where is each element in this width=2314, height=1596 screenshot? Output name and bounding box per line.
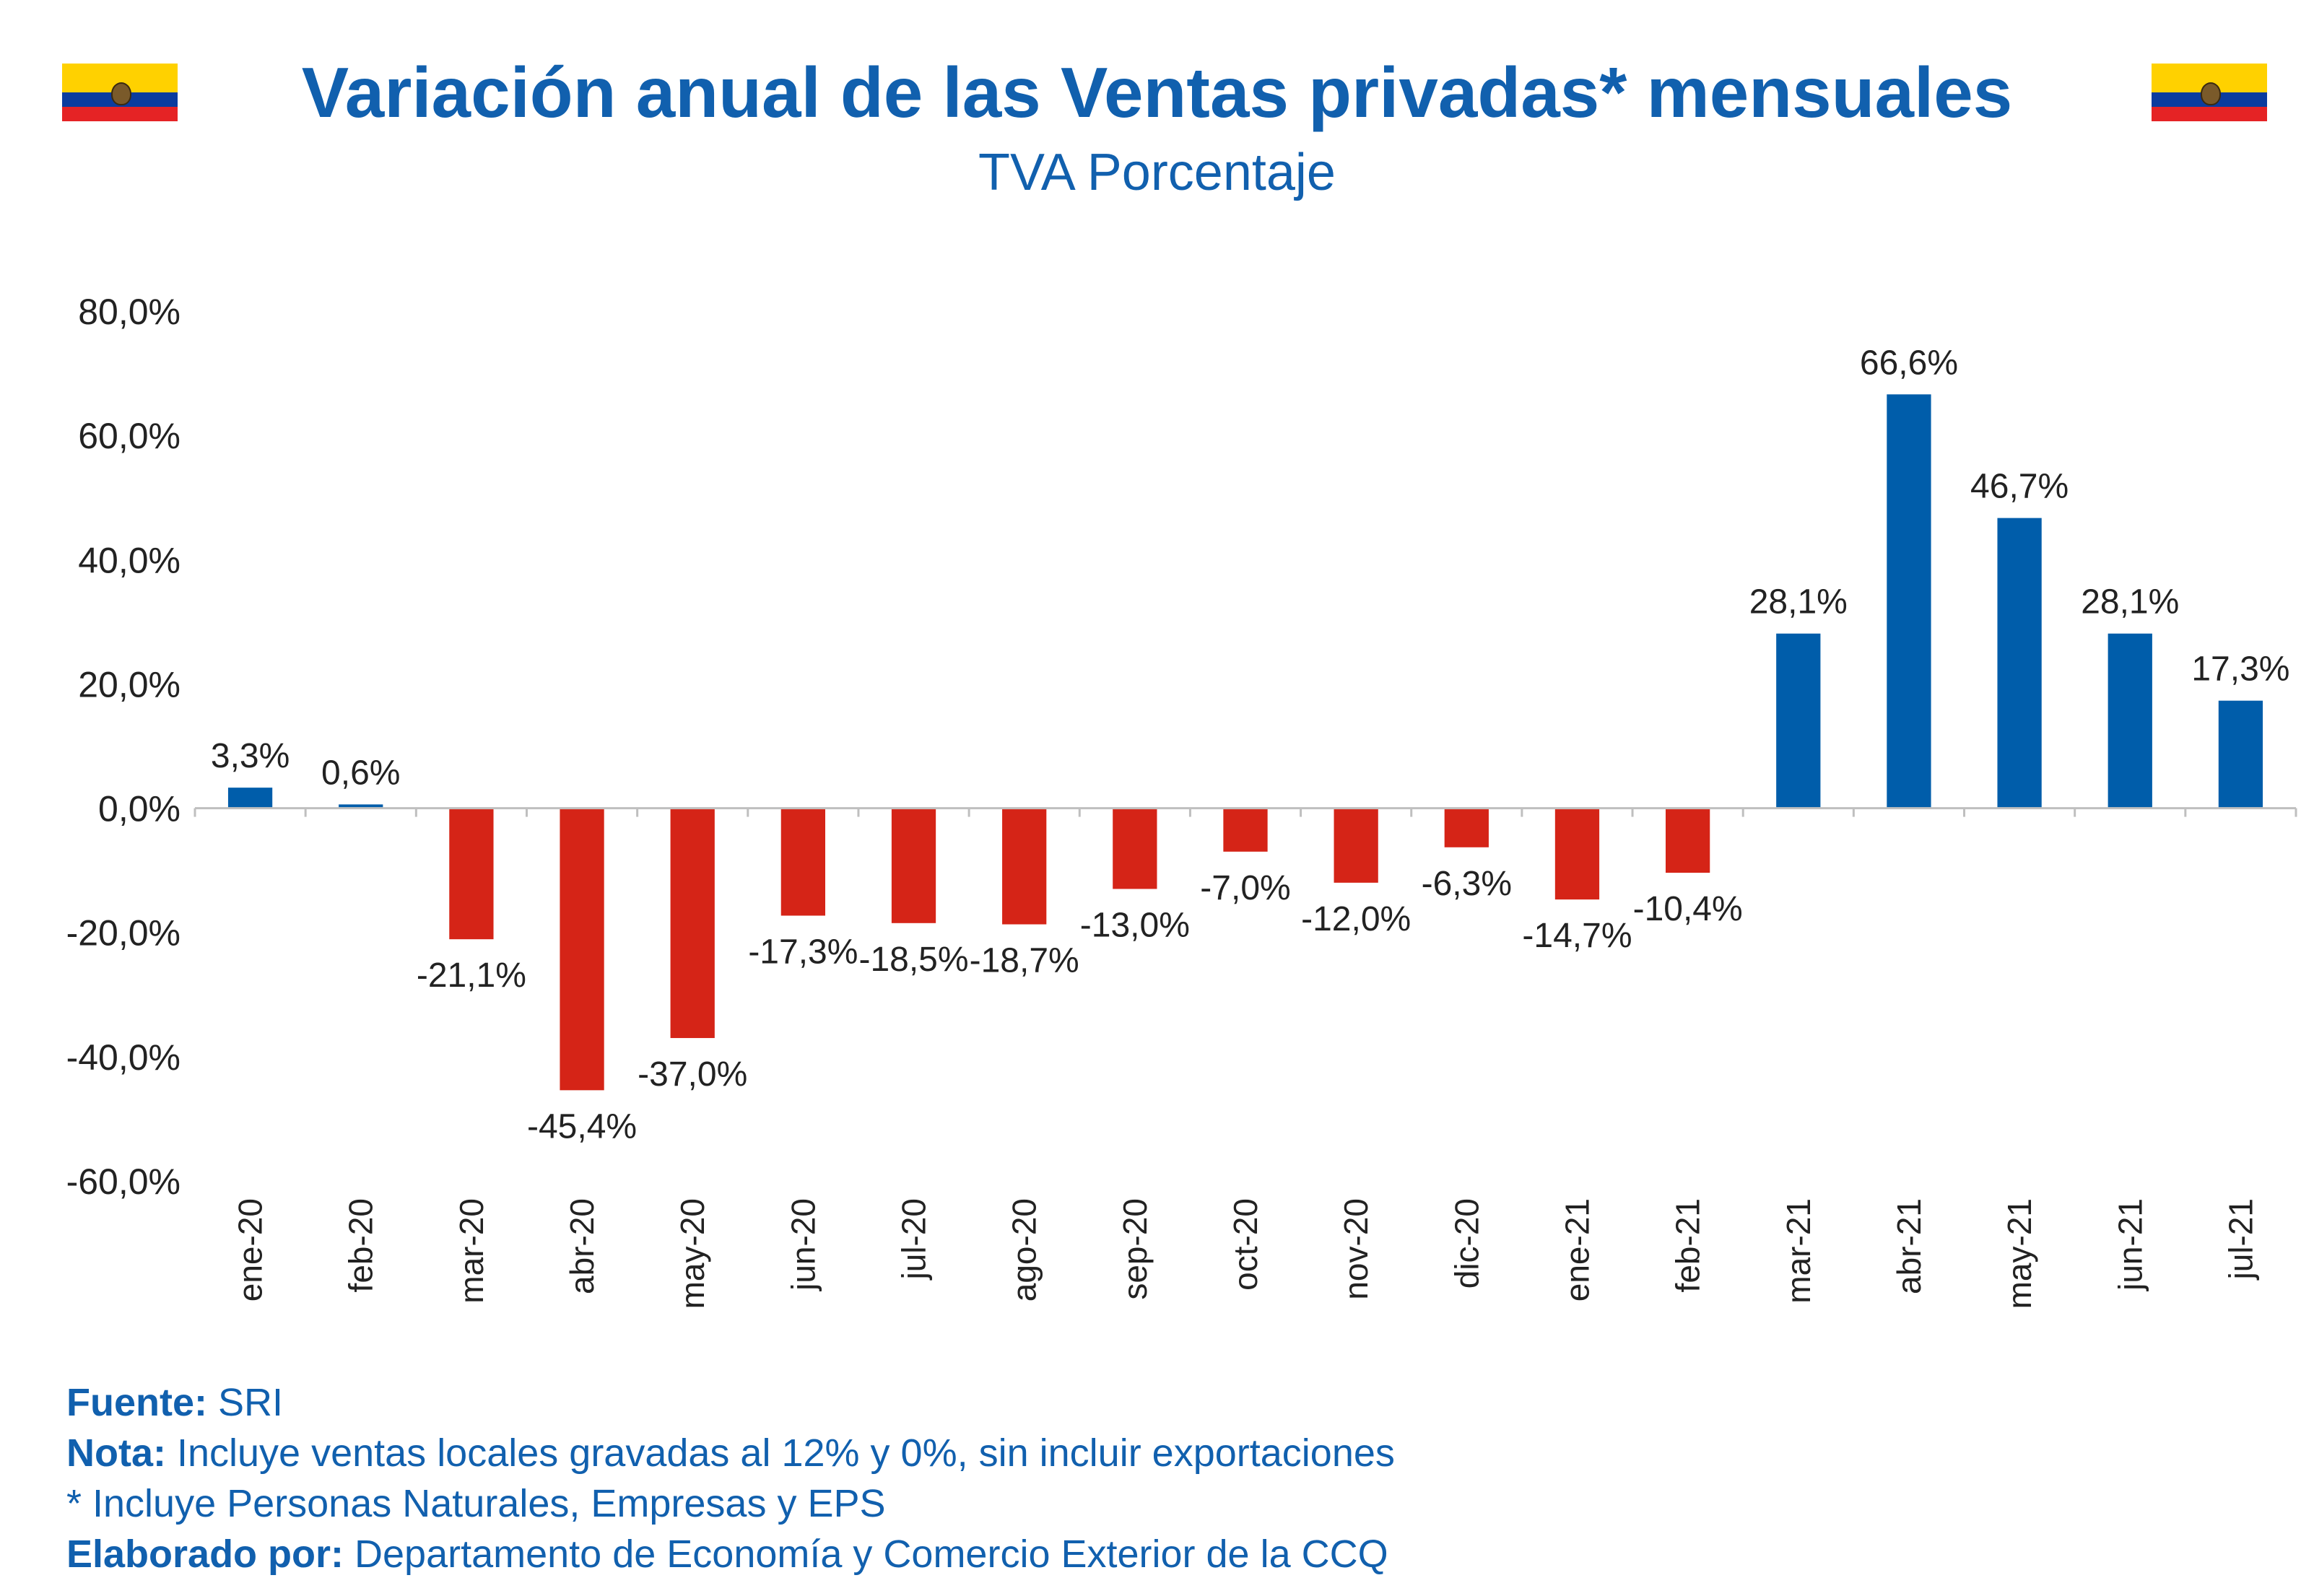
bar (1887, 394, 1931, 808)
bar (560, 808, 604, 1091)
x-tick-label: sep-20 (1116, 1198, 1154, 1300)
x-tick-label: jul-20 (895, 1198, 933, 1281)
bar (1776, 633, 1821, 808)
x-tick-label: abr-20 (563, 1198, 601, 1294)
y-tick-label: 60,0% (78, 416, 180, 456)
bar (1223, 808, 1268, 852)
note-value: Incluye ventas locales gravadas al 12% y… (165, 1431, 1395, 1475)
ecuador-flag-icon-right (2152, 64, 2267, 121)
chart-title: Variación anual de las Ventas privadas* … (301, 53, 2013, 132)
bar (227, 788, 273, 808)
x-tick-label: jun-21 (2111, 1198, 2149, 1292)
bar (1113, 808, 1157, 889)
bar (1444, 808, 1489, 847)
data-label: 3,3% (211, 737, 290, 775)
x-axis-tick-labels: ene-20 feb-20 mar-20 abr-20 may-20 jun-20 jul-… (232, 1198, 2260, 1309)
x-tick-label: mar-21 (1780, 1198, 1817, 1304)
x-tick-label: nov-20 (1337, 1198, 1375, 1300)
note-line: Nota: Incluye ventas locales gravadas al… (66, 1428, 1395, 1478)
bar (891, 808, 936, 923)
y-tick-label: -20,0% (66, 913, 180, 954)
prepared-value: Departamento de Economía y Comercio Exte… (344, 1532, 1388, 1576)
data-label: -37,0% (638, 1055, 747, 1094)
x-tick-label: oct-20 (1227, 1198, 1264, 1291)
bar (1002, 808, 1047, 925)
bar (339, 804, 383, 808)
data-label: -21,1% (417, 956, 526, 995)
x-tick-label: may-20 (674, 1198, 711, 1309)
chart-subtitle: TVA Porcentaje (978, 144, 1336, 201)
data-label: 17,3% (2191, 650, 2289, 689)
note-label: Nota: (66, 1431, 166, 1475)
data-label: -13,0% (1080, 906, 1190, 944)
bar (449, 808, 494, 940)
data-label: -17,3% (748, 933, 858, 971)
x-tick-label: mar-20 (453, 1198, 490, 1304)
y-tick-label: 40,0% (78, 540, 180, 580)
prepared-label: Elaborado por: (66, 1532, 344, 1576)
x-tick-label: abr-21 (1890, 1198, 1928, 1294)
y-tick-label: 80,0% (78, 292, 180, 332)
bar-chart: 80,0% 60,0% 40,0% 20,0% 0,0% -20,0% -40,0% -60,… (66, 292, 2297, 1309)
data-labels: 3,3% 0,6%-21,1%-45,4%-37,0%-17,3% -18,5% -1… (211, 344, 2290, 1146)
data-label: -18,5% (858, 941, 968, 979)
data-label: 0,6% (321, 754, 400, 792)
data-label: -12,0% (1301, 900, 1411, 938)
x-tick-label: jul-21 (2222, 1198, 2259, 1281)
data-label: 28,1% (2081, 583, 2179, 622)
y-tick-label: -60,0% (66, 1161, 180, 1202)
source-label: Fuente: (66, 1381, 207, 1424)
footer-notes: Fuente: SRI Nota: Incluye ventas locales… (66, 1377, 1395, 1579)
data-label: 46,7% (1970, 468, 2069, 506)
bar-series (227, 394, 2263, 1091)
y-tick-label: 20,0% (78, 664, 180, 705)
data-label: -6,3% (1422, 865, 1512, 903)
bar (1666, 808, 1710, 873)
x-tick-label: feb-20 (342, 1198, 380, 1292)
x-tick-label: jun-20 (784, 1198, 822, 1292)
x-tick-label: feb-21 (1669, 1198, 1707, 1292)
bar (1997, 518, 2042, 808)
y-axis-tick-labels: 80,0% 60,0% 40,0% 20,0% 0,0% -20,0% -40,0% -60,… (66, 292, 180, 1202)
y-tick-label: 0,0% (98, 789, 180, 829)
asterisk-note: * Incluye Personas Naturales, Empresas y… (66, 1482, 886, 1525)
data-label: -18,7% (970, 942, 1079, 980)
source-line: Fuente: SRI (66, 1377, 1395, 1428)
data-label: 28,1% (1749, 583, 1848, 622)
bar (1334, 808, 1378, 883)
y-tick-label: -40,0% (66, 1037, 180, 1078)
bar (780, 808, 825, 916)
zero-axis (193, 807, 2297, 817)
bar (2218, 700, 2263, 808)
data-label: -14,7% (1522, 917, 1632, 955)
bar (1554, 808, 1600, 900)
data-label: -7,0% (1200, 869, 1290, 907)
data-label: -45,4% (527, 1107, 637, 1146)
bar (670, 808, 715, 1039)
source-value: SRI (207, 1381, 284, 1424)
x-tick-label: may-21 (2001, 1198, 2038, 1309)
x-tick-label: ago-20 (1006, 1198, 1043, 1301)
bar (2108, 633, 2152, 808)
x-tick-label: ene-21 (1558, 1198, 1596, 1301)
x-tick-label: dic-20 (1448, 1198, 1485, 1288)
prepared-line: Elaborado por: Departamento de Economía … (66, 1529, 1395, 1579)
data-label: 66,6% (1860, 344, 1958, 382)
data-label: -10,4% (1633, 890, 1743, 928)
x-tick-label: ene-20 (232, 1198, 269, 1301)
ecuador-flag-icon-left (62, 64, 178, 121)
